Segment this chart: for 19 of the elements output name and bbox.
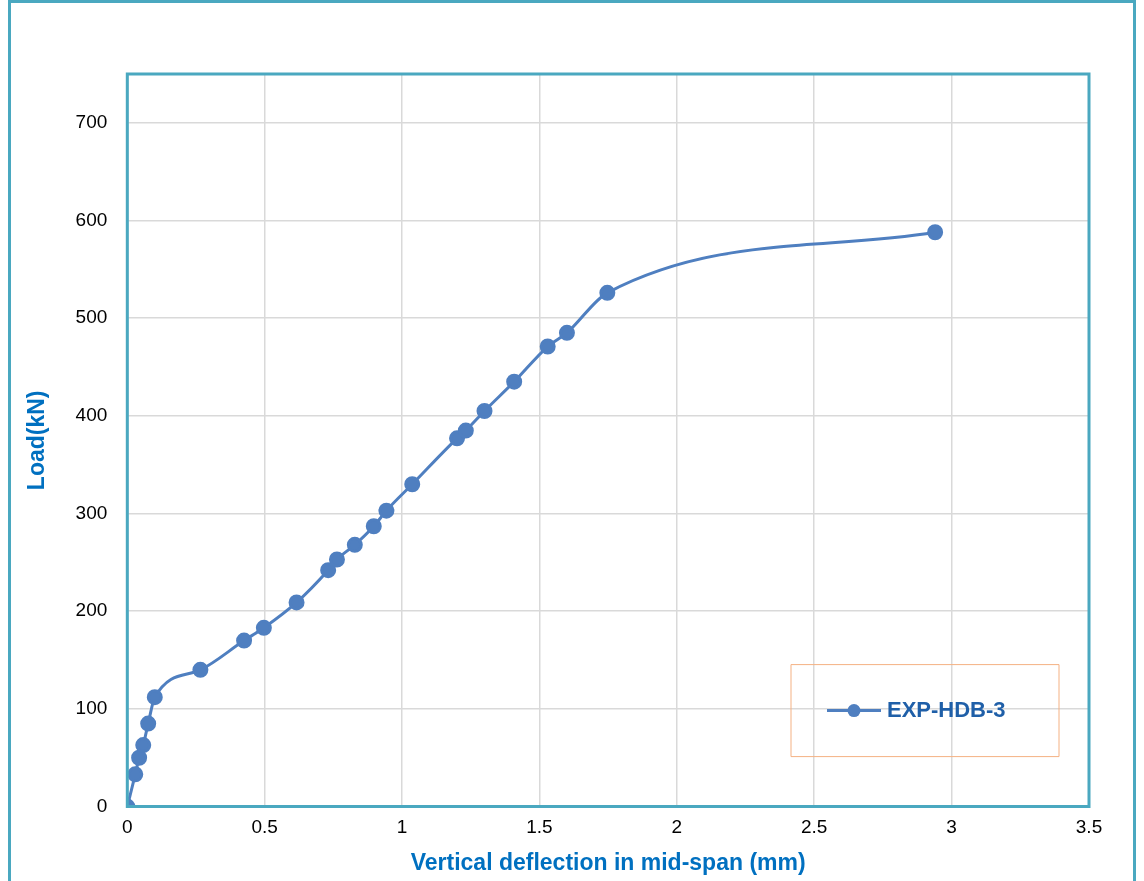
y-tick-label: 400: [75, 404, 108, 426]
x-tick-label: 2.5: [801, 816, 828, 838]
x-tick-label: 2: [671, 816, 683, 838]
x-tick-label: 1.5: [526, 816, 553, 838]
y-tick-label: 100: [75, 697, 108, 719]
x-tick-label: 3.5: [1075, 816, 1103, 838]
y-tick-label: 500: [75, 306, 108, 328]
y-tick-label: 600: [75, 208, 108, 230]
y-tick-label: 200: [75, 599, 108, 621]
y-tick-label: 300: [75, 501, 108, 523]
x-tick-label: 0: [122, 816, 133, 838]
x-tick-label: 0.5: [251, 816, 278, 838]
y-tick-label: 0: [96, 794, 108, 816]
y-tick-label: 700: [75, 111, 108, 133]
y-axis-title: Load(kN): [23, 390, 50, 491]
legend-label: EXP-HDB-3: [887, 696, 1006, 722]
x-tick-label: 3: [946, 816, 957, 838]
x-tick-label: 1: [396, 816, 408, 838]
x-axis-title: Vertical deflection in mid-span (mm): [410, 848, 806, 875]
